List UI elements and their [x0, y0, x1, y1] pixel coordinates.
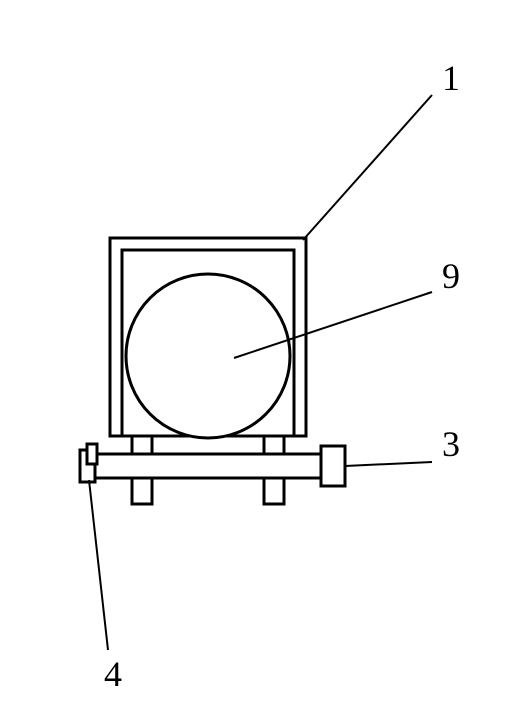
- right-hub: [321, 446, 345, 486]
- drum-circle: [126, 274, 290, 438]
- axle-bar: [95, 454, 321, 478]
- leader-l3: [345, 462, 432, 466]
- leader-l4: [89, 480, 108, 650]
- label-l4: 4: [104, 654, 122, 694]
- left-hub-top: [87, 444, 97, 464]
- label-l3: 3: [442, 424, 460, 464]
- label-l9: 9: [442, 256, 460, 296]
- label-l1: 1: [442, 58, 460, 98]
- leader-l1: [303, 95, 432, 240]
